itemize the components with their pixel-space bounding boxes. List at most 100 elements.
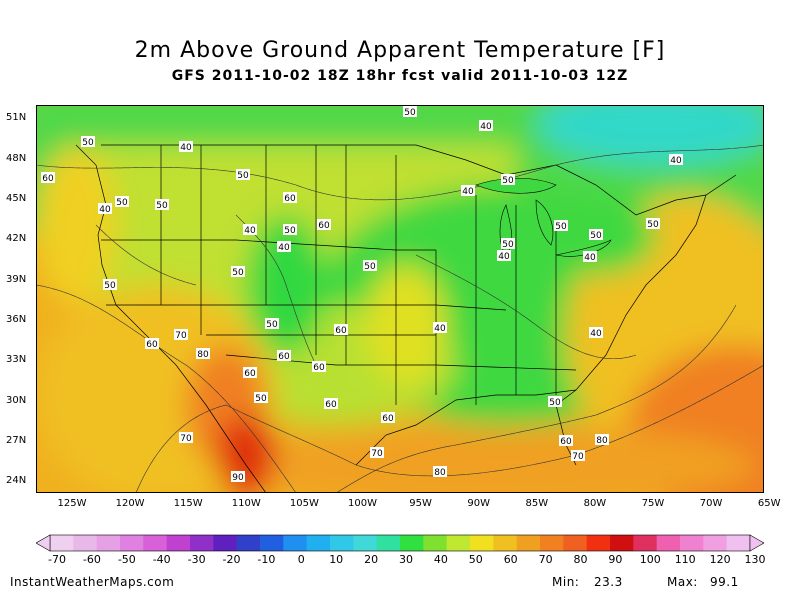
colorbar-segment: [353, 535, 378, 551]
contour-label: 60: [381, 412, 395, 424]
contour-label: 60: [312, 361, 326, 373]
contour-value: 70: [572, 452, 584, 462]
colorbar-tick-label: -20: [222, 553, 241, 566]
colorbar-segment: [516, 535, 541, 551]
contour-value: 60: [284, 194, 296, 204]
contour-value: 50: [647, 220, 659, 230]
colorbar-tick-label: 130: [744, 553, 766, 566]
colorbar-segment: [726, 535, 751, 551]
colorbar-tick-label: 100: [639, 553, 661, 566]
lat-label: 24N: [6, 475, 27, 486]
colorbar-tick-label: -60: [82, 553, 101, 566]
contour-label: 50: [548, 396, 562, 408]
contour-value: 60: [318, 221, 330, 231]
lon-label: 115W: [173, 498, 203, 509]
colorbar-left-arrow: [36, 534, 51, 552]
min-value: 23.3: [594, 575, 623, 589]
contour-label: 40: [479, 120, 493, 132]
colorbar-segment: [586, 535, 611, 551]
contour-value: 70: [175, 331, 187, 341]
contour-value: 90: [232, 473, 244, 483]
min-label: Min:: [552, 575, 580, 589]
contour-label: 50: [265, 318, 279, 330]
contour-value: 50: [156, 201, 168, 211]
contour-label: 50: [115, 196, 129, 208]
contour-label: 70: [370, 447, 384, 459]
colorbar-tick-label: 30: [399, 553, 413, 566]
colorbar-segment: [376, 535, 401, 551]
contour-value: 60: [42, 174, 54, 184]
colorbar-segment: [610, 535, 634, 551]
contour-value: 40: [434, 324, 446, 334]
colorbar-tick-label: 110: [674, 553, 696, 566]
contour-value: 70: [180, 434, 192, 444]
contour-value: 60: [278, 352, 290, 362]
colorbar-segment: [563, 535, 588, 551]
contour-label: 40: [669, 154, 683, 166]
contour-value: 60: [382, 414, 394, 424]
contour-value: 50: [404, 108, 416, 118]
contour-value: 50: [555, 222, 567, 232]
contour-value: 70: [371, 449, 383, 459]
contour-label: 50: [646, 218, 660, 230]
contour-value: 60: [146, 340, 158, 350]
contour-label: 40: [589, 327, 603, 339]
lat-label: 30N: [6, 395, 27, 406]
contour-label: 50: [103, 279, 117, 291]
contour-label: 50: [231, 266, 245, 278]
lat-label: 48N: [6, 153, 27, 164]
colorbar-tick-label: -30: [187, 553, 206, 566]
contour-labels: 50 40 50 40 40 60 50 50 40 60 50 40 50 60 50 50 40 50 50 40…: [41, 106, 683, 483]
contour-label: 80: [196, 348, 210, 360]
colorbar-tick-label: -50: [117, 553, 136, 566]
contour-label: 40: [497, 250, 511, 262]
lon-label: 75W: [641, 498, 665, 509]
colorbar-tick-label: -10: [257, 553, 276, 566]
contour-value: 50: [266, 320, 278, 330]
contour-label: 50: [155, 199, 169, 211]
lat-label: 45N: [6, 193, 27, 204]
contour-value: 40: [584, 253, 596, 263]
contour-value: 40: [278, 243, 290, 253]
contour-label: 50: [363, 260, 377, 272]
contour-label: 80: [595, 434, 609, 446]
lat-label: 27N: [6, 435, 27, 446]
colorbar-segment: [423, 535, 448, 551]
contour-label: 50: [283, 224, 297, 236]
colorbar-segment: [540, 535, 564, 551]
contour-label: 50: [501, 174, 515, 186]
colorbar-tick-label: 20: [364, 553, 379, 566]
colorbar-right-arrow: [749, 534, 764, 552]
contour-label: 40: [98, 203, 112, 215]
contour-value: 50: [364, 262, 376, 272]
colorbar-segment: [446, 535, 471, 551]
contour-value: 50: [232, 268, 244, 278]
colorbar-segment: [330, 535, 354, 551]
colorbar-segment: [96, 535, 121, 551]
colorbar-segment: [306, 535, 331, 551]
contour-value: 60: [560, 437, 572, 447]
colorbar-tick-label: 60: [503, 553, 518, 566]
colorbar: [36, 534, 764, 552]
contour-label: 60: [283, 192, 297, 204]
contour-label: 50: [236, 169, 250, 181]
colorbar-tick-label: 90: [608, 553, 623, 566]
colorbar-segment: [470, 535, 494, 551]
contour-value: 50: [549, 398, 561, 408]
lat-label: 51N: [6, 112, 27, 123]
colorbar-segment: [633, 535, 658, 551]
contour-value: 50: [237, 171, 249, 181]
contour-value: 50: [255, 394, 267, 404]
contour-label: 60: [41, 172, 55, 184]
contour-label: 40: [179, 141, 193, 153]
contour-label: 50: [254, 392, 268, 404]
colorbar-segment: [656, 535, 681, 551]
colorbar-segment: [166, 535, 191, 551]
colorbar-tick-label: 40: [433, 553, 448, 566]
lat-label: 33N: [6, 354, 27, 365]
contour-value: 60: [244, 369, 256, 379]
contour-label: 70: [174, 329, 188, 341]
lon-label: 65W: [757, 498, 781, 509]
contour-label: 60: [317, 219, 331, 231]
lon-label: 90W: [467, 498, 490, 509]
